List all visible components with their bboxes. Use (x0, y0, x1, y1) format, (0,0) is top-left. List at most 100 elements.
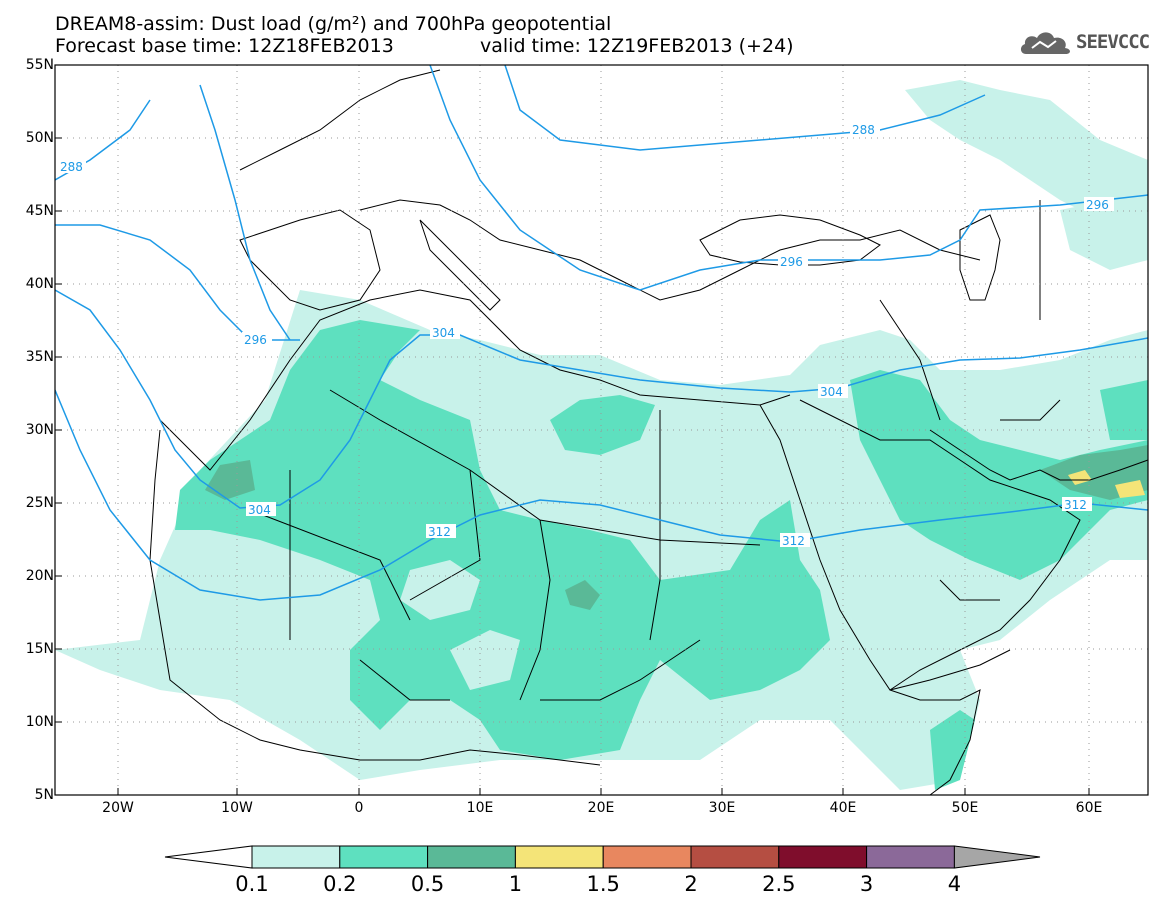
coastlines (149, 69, 1148, 795)
contour-label-312-c: 312 (780, 533, 810, 548)
contour-line-312 (55, 389, 1148, 601)
dust-area-medium-horn (930, 710, 975, 790)
colorbar-low-triangle (164, 845, 253, 869)
coastline-europe (239, 69, 981, 301)
contour-label-288-n: 288 (850, 122, 880, 137)
colorbar-high-triangle (953, 845, 1041, 869)
dust-area-dark-west (205, 460, 255, 500)
colorbar-label: 3 (859, 872, 874, 896)
colorbar-swatch (778, 845, 868, 869)
coastline-red-sea (759, 404, 1011, 691)
contour-label-296-w: 296 (242, 332, 272, 347)
dust-area-medium-sahara (175, 320, 830, 760)
colorbar-swatch (690, 845, 780, 869)
y-tick-label: 5N (34, 787, 54, 803)
contour-line-288-north (504, 65, 986, 151)
colorbar-swatch (339, 845, 429, 869)
coastline-italy (419, 219, 501, 311)
contour-label: 296 (244, 333, 267, 347)
contour-label-304-c: 304 (430, 325, 460, 340)
colorbar-label: 4 (947, 872, 962, 896)
contour-line-304-west (55, 289, 1148, 509)
graticule (55, 65, 1148, 795)
colorbar-swatch (427, 845, 516, 869)
seevccc-logo: SEEVCCC (1018, 28, 1158, 58)
dust-area-light-hole (400, 560, 480, 620)
contour-label-296-c: 296 (778, 254, 808, 269)
x-tick-label: 40E (829, 800, 857, 816)
x-tick-label: 60E (1075, 800, 1103, 816)
map-subtitle: Forecast base time: 12Z18FEB2013 valid ti… (55, 35, 794, 57)
contour-label: 304 (820, 385, 843, 399)
x-tick-label: 20W (102, 800, 134, 816)
valid-time: valid time: 12Z19FEB2013 (+24) (480, 35, 794, 57)
coastline-black-sea (699, 214, 881, 266)
cloud-icon (1020, 32, 1070, 54)
contour-label: 312 (428, 525, 451, 539)
contour-line-296-west2 (199, 84, 291, 341)
contour-label: 296 (780, 255, 803, 269)
contour-label: 304 (248, 503, 271, 517)
border-lines (249, 200, 1061, 701)
map-title: DREAM8-assim: Dust load (g/m²) and 700hP… (55, 13, 612, 35)
colorbar-label: 0.5 (410, 872, 445, 896)
y-tick-label: 10N (25, 714, 54, 730)
colorbar-label: 1 (508, 872, 523, 896)
dust-area-medium-libya (550, 395, 655, 455)
dust-area-light-northeast (905, 80, 1148, 230)
contour-label: 296 (1086, 198, 1109, 212)
coastline-gulf (929, 429, 1148, 481)
coastline-horn (889, 689, 981, 795)
coastline-west-africa (149, 429, 601, 766)
x-tick-label: 50E (951, 800, 979, 816)
contour-line-296-west (55, 224, 300, 341)
x-tick-label: 30E (708, 800, 736, 816)
contour-label: 288 (60, 160, 83, 174)
dust-area-light-east (1060, 200, 1148, 270)
contour-label: 312 (1064, 498, 1087, 512)
dust-area-yellow-1 (1068, 470, 1092, 485)
dust-area-dark-chad (565, 580, 600, 610)
y-tick-label: 40N (25, 276, 54, 292)
coastline-iberia (239, 209, 381, 311)
x-tick-label: 20E (587, 800, 615, 816)
coastline-north-africa (159, 289, 791, 471)
colorbar-label: 2.5 (762, 872, 796, 896)
forecast-base-time: Forecast base time: 12Z18FEB2013 (55, 35, 394, 57)
x-tick-label: 10E (466, 800, 494, 816)
y-tick-label: 15N (25, 641, 54, 657)
contour-label-304-e: 304 (818, 384, 848, 399)
colorbar-swatch (514, 845, 604, 869)
y-tick-label: 45N (25, 203, 54, 219)
dust-area-light-hole2 (450, 630, 520, 690)
contour-label-312-e: 312 (1062, 497, 1092, 512)
contour-label-296-e: 296 (1084, 197, 1114, 212)
coastline-arabia (799, 399, 1081, 691)
contour-labels: 288 288 296 296 296 304 304 304 312 312 … (58, 122, 1114, 548)
y-tick-label: 35N (25, 349, 54, 365)
y-tick-label: 55N (25, 57, 54, 73)
contour-label: 312 (782, 534, 805, 548)
colorbar-label: 0.2 (323, 872, 357, 896)
contour-label: 288 (852, 123, 875, 137)
dust-area-yellow-2 (1115, 480, 1145, 498)
dust-area-medium-east (1100, 380, 1148, 440)
y-tick-label: 50N (25, 130, 54, 146)
colorbar (164, 845, 1041, 869)
colorbar-label: 2 (684, 872, 698, 896)
contour-label-304-w: 304 (246, 502, 276, 517)
contour-line-296-east (429, 65, 1148, 291)
y-tick-label: 20N (25, 568, 54, 584)
colorbar-label: 0.1 (235, 872, 269, 896)
contour-label: 304 (432, 326, 455, 340)
x-tick-label: 10W (221, 800, 253, 816)
y-tick-label: 30N (25, 422, 54, 438)
logo-text: SEEVCCC (1076, 31, 1150, 53)
contour-label-288-w: 288 (58, 159, 86, 174)
colorbar-swatch (866, 845, 955, 869)
x-tick-label: 0 (354, 800, 364, 816)
coastline-caspian (959, 214, 1001, 301)
colorbar-swatch (602, 845, 692, 869)
frame-ticks (55, 137, 1090, 795)
